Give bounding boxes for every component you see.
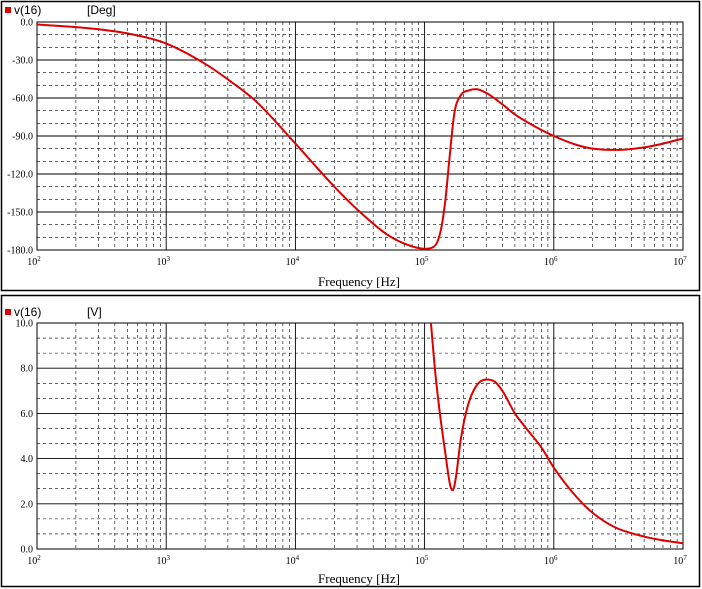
- bottom-legend-swatch: [5, 309, 11, 315]
- x-tick-label: 103: [156, 554, 170, 567]
- series-line-v16: [429, 322, 684, 545]
- y-tick-label: 6.0: [21, 409, 34, 420]
- top-x-axis-label: Frequency [Hz]: [318, 274, 400, 289]
- series-line-v16: [36, 23, 684, 250]
- x-tick-label: 104: [286, 255, 300, 268]
- top-legend-swatch: [5, 7, 11, 13]
- x-tick-label: 105: [415, 554, 429, 567]
- bottom-legend-unit: [V]: [87, 305, 102, 319]
- bottom-x-axis-label: Frequency [Hz]: [318, 571, 400, 586]
- top-legend-label: v(16): [14, 3, 41, 17]
- bottom-legend: v(16) [V]: [5, 305, 102, 319]
- x-tick-label: 105: [415, 255, 429, 268]
- y-tick-label: -150.0: [7, 208, 33, 219]
- y-tick-label: 10.0: [16, 319, 34, 330]
- x-tick-label: 102: [27, 255, 41, 268]
- y-tick-label: 0.0: [21, 545, 34, 556]
- y-tick-label: 4.0: [21, 454, 34, 465]
- y-tick-label: -120.0: [7, 170, 33, 181]
- x-tick-label: 107: [673, 255, 687, 268]
- plot-border: [36, 322, 684, 550]
- y-tick-label: -30.0: [12, 56, 33, 67]
- top-legend: v(16) [Deg]: [5, 3, 116, 17]
- x-tick-label: 104: [286, 554, 300, 567]
- x-tick-label: 106: [544, 554, 558, 567]
- top-legend-unit: [Deg]: [87, 3, 116, 17]
- y-tick-label: -180.0: [7, 246, 33, 257]
- x-tick-label: 107: [673, 554, 687, 567]
- x-tick-label: 106: [544, 255, 558, 268]
- y-tick-label: 8.0: [21, 364, 34, 375]
- y-tick-label: -60.0: [12, 94, 33, 105]
- x-tick-label: 102: [27, 554, 41, 567]
- plot-border: [36, 21, 684, 251]
- y-tick-label: -90.0: [12, 132, 33, 143]
- bottom-legend-label: v(16): [14, 305, 41, 319]
- y-tick-label: 0.0: [21, 18, 34, 29]
- y-tick-label: 2.0: [21, 499, 34, 510]
- plot-area: [37, 323, 683, 549]
- x-tick-label: 103: [156, 255, 170, 268]
